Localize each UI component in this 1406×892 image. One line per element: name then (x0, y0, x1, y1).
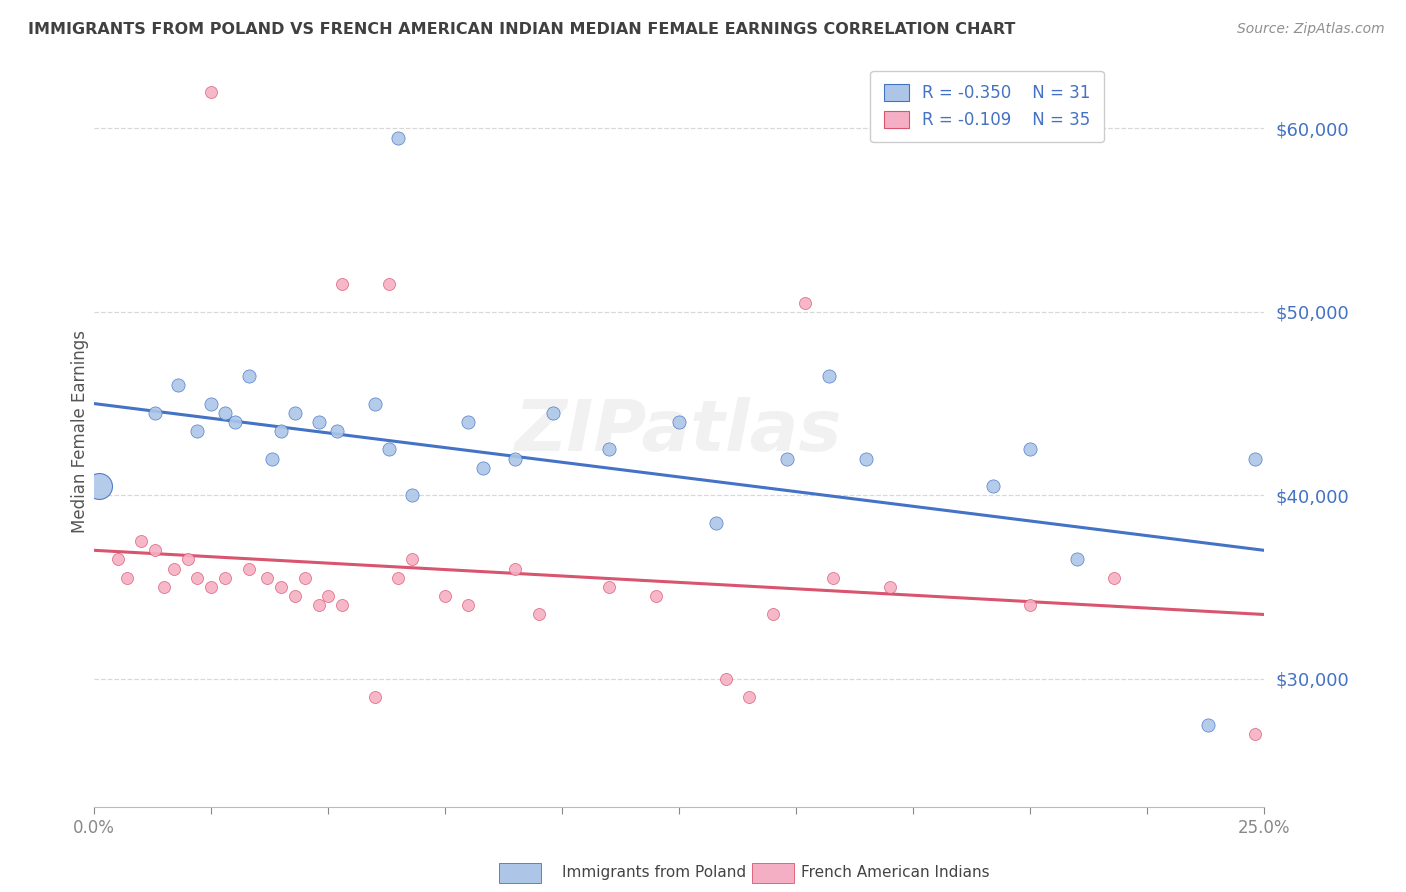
Point (330, 599, 353, 613)
Point (434, 589, 457, 603)
Point (107, 552, 129, 566)
Point (364, 690, 387, 704)
Point (776, 451, 799, 466)
Point (1019, 599, 1042, 613)
Point (186, 571, 208, 585)
Point (167, 378, 190, 392)
Point (214, 571, 236, 585)
Point (527, 607, 550, 622)
Point (378, 277, 401, 292)
Point (200, 580, 222, 594)
Point (794, 295, 817, 310)
Point (471, 460, 494, 475)
Legend: R = -0.350    N = 31, R = -0.109    N = 35: R = -0.350 N = 31, R = -0.109 N = 35 (870, 71, 1104, 143)
Point (598, 580, 620, 594)
Point (457, 599, 479, 613)
Text: Immigrants from Poland: Immigrants from Poland (562, 865, 747, 880)
Text: Source: ZipAtlas.com: Source: ZipAtlas.com (1237, 22, 1385, 37)
Point (1066, 552, 1088, 566)
Point (153, 580, 176, 594)
Point (1102, 571, 1125, 585)
Text: French American Indians: French American Indians (801, 865, 990, 880)
Point (200, 85, 222, 99)
Text: ZIPatlas: ZIPatlas (516, 397, 842, 466)
Point (387, 571, 409, 585)
Point (186, 424, 208, 438)
Point (823, 571, 845, 585)
Point (256, 571, 278, 585)
Point (401, 488, 423, 502)
Point (762, 607, 785, 622)
Point (294, 571, 316, 585)
Point (1197, 717, 1219, 731)
Point (143, 406, 166, 420)
Point (541, 406, 564, 420)
Point (270, 580, 292, 594)
Point (1019, 442, 1042, 457)
Point (598, 442, 620, 457)
Point (326, 424, 349, 438)
Point (200, 396, 222, 410)
Point (503, 561, 526, 575)
Point (738, 690, 761, 704)
Point (270, 424, 292, 438)
Point (129, 534, 152, 549)
Point (714, 672, 737, 686)
Point (163, 561, 186, 575)
Point (378, 442, 401, 457)
Point (879, 580, 901, 594)
Point (308, 415, 330, 429)
Point (457, 415, 479, 429)
Point (706, 516, 728, 530)
Point (855, 451, 877, 466)
Text: IMMIGRANTS FROM POLAND VS FRENCH AMERICAN INDIAN MEDIAN FEMALE EARNINGS CORRELAT: IMMIGRANTS FROM POLAND VS FRENCH AMERICA… (28, 22, 1015, 37)
Point (260, 451, 283, 466)
Point (330, 277, 353, 292)
Point (387, 130, 409, 145)
Point (668, 415, 690, 429)
Point (316, 589, 339, 603)
Point (224, 415, 246, 429)
Point (503, 451, 526, 466)
Point (1243, 451, 1265, 466)
Point (284, 589, 307, 603)
Point (87, 479, 110, 493)
Point (1243, 727, 1265, 741)
Point (644, 589, 666, 603)
Point (115, 571, 138, 585)
Point (238, 561, 260, 575)
Point (284, 406, 307, 420)
Point (364, 396, 387, 410)
Point (238, 369, 260, 384)
Point (214, 406, 236, 420)
Point (981, 479, 1004, 493)
Y-axis label: Median Female Earnings: Median Female Earnings (72, 330, 89, 533)
Point (401, 552, 423, 566)
Point (308, 599, 330, 613)
Point (817, 369, 839, 384)
Point (143, 543, 166, 558)
Point (177, 552, 200, 566)
